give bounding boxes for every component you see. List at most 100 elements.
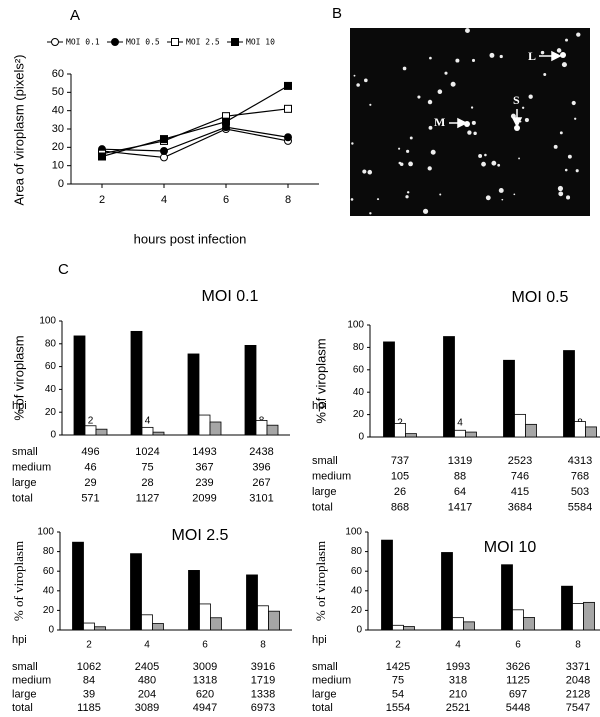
table-cell: 88 (454, 470, 466, 482)
marker (284, 133, 292, 142)
y-tick-label: 60 (351, 566, 363, 577)
table-cell: 64 (454, 486, 466, 498)
table-cell: 1185 (77, 702, 101, 714)
table-cell: 5448 (506, 702, 530, 714)
dot (528, 94, 533, 99)
dot (417, 95, 421, 99)
table-cell: 496 (81, 446, 99, 458)
bar (72, 541, 84, 631)
bar (95, 428, 108, 436)
table-cell: 415 (511, 486, 529, 498)
x-axis-label: hours post infection (134, 231, 247, 246)
x-tick-label: 2 (395, 640, 401, 651)
y-tick-label: 10 (52, 160, 64, 172)
bar (503, 359, 515, 438)
dot (574, 117, 577, 120)
dot (409, 136, 413, 140)
y-tick-label: 80 (351, 546, 363, 557)
y-tick-label: 60 (43, 566, 55, 577)
bar (441, 552, 453, 631)
image-label: S (513, 93, 520, 107)
y-tick-label: 0 (58, 178, 64, 190)
x-tick-label: 6 (515, 640, 521, 651)
bar (266, 424, 279, 436)
bar (501, 564, 513, 631)
bar (512, 609, 524, 631)
dot (422, 208, 429, 214)
dot (405, 195, 409, 199)
y-tick-label: 20 (43, 605, 55, 616)
dot (465, 28, 470, 33)
table-cell: 1338 (251, 688, 275, 700)
table-cell: 239 (195, 477, 213, 489)
table-row-label: medium (12, 675, 51, 687)
bar (199, 603, 211, 631)
dot (501, 198, 504, 201)
table-cell: 737 (391, 455, 409, 467)
bar (198, 414, 211, 436)
table-cell: 46 (84, 461, 96, 473)
y-tick-label: 40 (353, 387, 365, 398)
table-row-label: total (312, 501, 333, 513)
x-tick-label: 2 (88, 416, 94, 427)
dot (567, 154, 572, 159)
table-row-label: medium (312, 470, 351, 482)
dot (369, 212, 372, 215)
bar (141, 614, 153, 631)
table-cell: 571 (81, 492, 99, 504)
table-cell: 1993 (446, 661, 470, 673)
bar (583, 601, 595, 631)
dot (556, 48, 562, 53)
marker (160, 135, 168, 144)
dot (489, 52, 495, 58)
x-tick-label: 8 (260, 640, 266, 651)
dot (356, 83, 360, 87)
dot (565, 38, 568, 42)
table-cell: 396 (252, 461, 270, 473)
bar (523, 617, 535, 631)
y-axis-label: % of viroplasm (11, 541, 26, 621)
y-axis-label: % of viroplasm (313, 541, 328, 621)
table-row-label: total (312, 702, 333, 714)
dot (362, 169, 367, 174)
table-row-label: total (12, 702, 33, 714)
dot (521, 106, 525, 109)
micrograph (350, 28, 590, 216)
table-cell: 84 (83, 675, 95, 687)
dot (576, 32, 581, 37)
x-tick-label: 8 (575, 640, 581, 651)
bar (246, 574, 258, 631)
table-cell: 1062 (77, 661, 101, 673)
bar (454, 429, 466, 438)
bar (405, 433, 417, 438)
y-tick-label: 40 (43, 585, 55, 596)
bar (268, 610, 280, 631)
y-axis-label: Area of viroplasm (pixels²) (11, 55, 26, 206)
bar (209, 421, 222, 436)
y-tick-label: 20 (351, 605, 363, 616)
dot (427, 99, 433, 105)
marker (111, 38, 119, 46)
x-tick-label: 4 (161, 194, 167, 206)
dot (558, 191, 564, 197)
bar (152, 431, 165, 436)
series-line (101, 85, 289, 158)
table-row-label: medium (312, 675, 351, 687)
marker (51, 38, 59, 46)
dot (498, 188, 504, 193)
y-tick-label: 40 (52, 105, 64, 117)
dot (364, 78, 368, 83)
dot (428, 125, 433, 130)
table-cell: 26 (394, 486, 406, 498)
table-cell: 480 (138, 675, 156, 687)
table-cell: 3009 (193, 661, 217, 673)
marker (284, 81, 292, 90)
table-cell: 3371 (566, 661, 590, 673)
bar (572, 603, 584, 631)
x-tick-label: 4 (455, 640, 461, 651)
dot (518, 157, 520, 160)
bar (152, 623, 164, 631)
x-tick-label: 4 (144, 640, 150, 651)
bar (394, 423, 406, 438)
x-tick-label: 2 (86, 640, 92, 651)
